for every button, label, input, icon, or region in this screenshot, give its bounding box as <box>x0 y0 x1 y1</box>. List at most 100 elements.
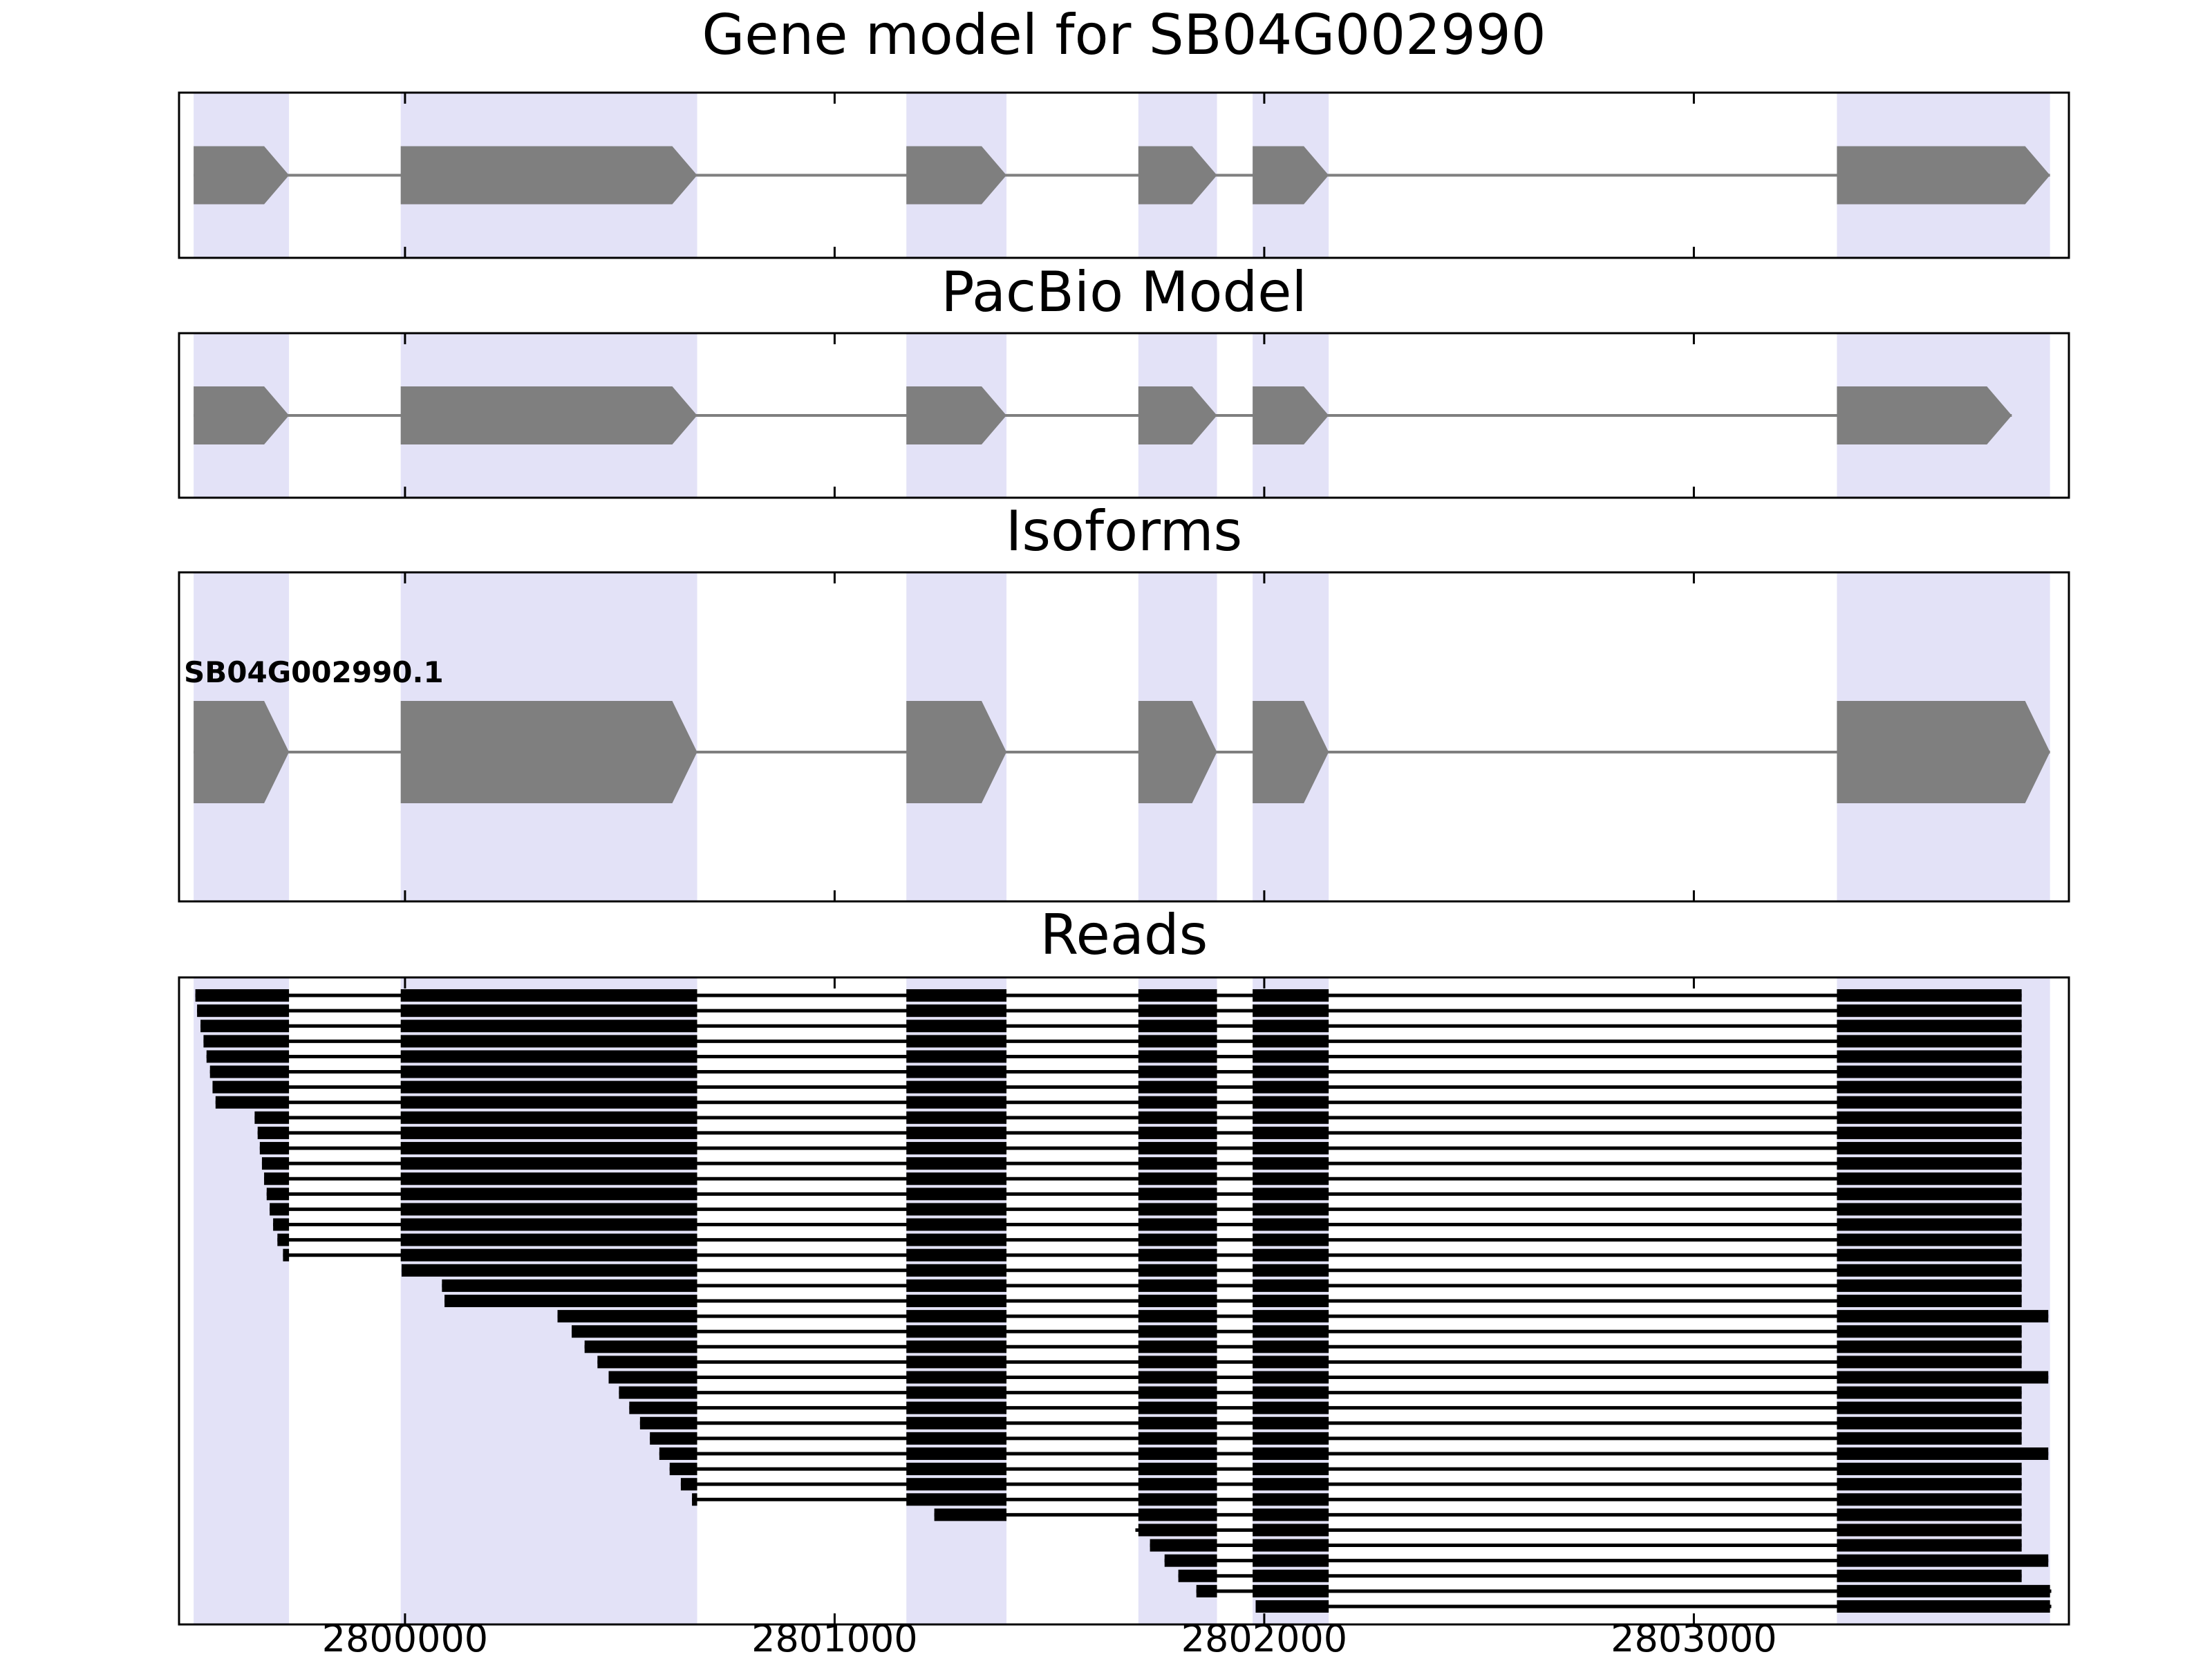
read-exon-segment <box>669 1463 697 1476</box>
read-exon-segment <box>1253 1096 1329 1109</box>
read-exon-segment <box>906 1035 1007 1048</box>
read-exon-segment <box>557 1310 697 1323</box>
read-exon-segment <box>1138 1310 1217 1323</box>
read-exon-segment <box>1253 1126 1329 1139</box>
read-exon-segment <box>1164 1554 1217 1567</box>
read-exon-segment <box>1138 1524 1217 1537</box>
read-exon-segment <box>1138 1188 1217 1201</box>
read-exon-segment <box>906 1463 1007 1476</box>
read-exon-segment <box>1138 1035 1217 1048</box>
read-exon-segment <box>906 1493 1007 1506</box>
exon-arrow <box>400 386 697 444</box>
panel-title-isoforms: Isoforms <box>1005 499 1243 563</box>
read-exon-segment <box>906 1432 1007 1445</box>
read-exon-segment <box>1138 1478 1217 1491</box>
exon-arrow <box>1837 386 2012 444</box>
read-exon-segment <box>1196 1584 1217 1597</box>
read-exon-segment <box>1253 1371 1329 1384</box>
read-exon-segment <box>906 1478 1007 1491</box>
read-exon-segment <box>1138 1279 1217 1292</box>
read-exon-segment <box>1138 1142 1217 1155</box>
read-exon-segment <box>906 1126 1007 1139</box>
read-exon-segment <box>906 1386 1007 1399</box>
read-exon-segment <box>1138 1096 1217 1109</box>
read-exon-segment <box>1253 1416 1329 1430</box>
read-exon-segment <box>1253 1279 1329 1292</box>
read-exon-segment <box>1837 1493 2022 1506</box>
read-exon-segment <box>1138 1203 1217 1216</box>
read-exon-segment <box>680 1478 697 1491</box>
read-exon-segment <box>1837 1295 2022 1307</box>
read-exon-segment <box>1138 1065 1217 1078</box>
read-exon-segment <box>1253 1264 1329 1277</box>
read-exon-segment <box>906 1157 1007 1170</box>
read-exon-segment <box>400 1004 697 1018</box>
exon-arrow <box>400 701 697 803</box>
read-exon-segment <box>1138 989 1217 1002</box>
exon-arrow <box>400 146 697 205</box>
read-exon-segment <box>1253 1447 1329 1460</box>
read-exon-segment <box>1253 1401 1329 1414</box>
read-exon-segment <box>197 1004 290 1018</box>
x-tick-label: 2801000 <box>751 1617 918 1659</box>
read-exon-segment <box>906 1172 1007 1185</box>
read-exon-segment <box>1253 1218 1329 1231</box>
read-exon-segment <box>1837 1508 2022 1521</box>
read-exon-segment <box>1138 1264 1217 1277</box>
x-tick-label: 2802000 <box>1181 1617 1348 1659</box>
read-exon-segment <box>1253 1248 1329 1262</box>
read-exon-segment <box>261 1157 290 1170</box>
read-exon-segment <box>1837 1080 2022 1094</box>
exon-arrow <box>1138 701 1217 803</box>
read-exon-segment <box>1837 1401 2022 1414</box>
read-exon-segment <box>1253 1493 1329 1506</box>
read-exon-segment <box>1138 1004 1217 1018</box>
read-exon-segment <box>1837 1157 2022 1170</box>
read-exon-segment <box>1837 1233 2022 1246</box>
read-exon-segment <box>206 1050 290 1063</box>
read-exon-segment <box>1150 1539 1217 1552</box>
read-exon-segment <box>1253 1524 1329 1537</box>
read-exon-segment <box>1837 1325 2022 1338</box>
read-exon-segment <box>1837 1340 2022 1353</box>
read-exon-segment <box>1837 1478 2022 1491</box>
read-exon-segment <box>1837 1569 2022 1582</box>
read-exon-segment <box>400 1248 697 1262</box>
read-exon-segment <box>400 1157 697 1170</box>
read-exon-segment <box>906 1065 1007 1078</box>
read-exon-segment <box>1837 1416 2022 1430</box>
read-exon-segment <box>1138 1080 1217 1094</box>
read-exon-segment <box>1253 1356 1329 1369</box>
x-tick-label: 2800000 <box>321 1617 489 1659</box>
read-exon-segment <box>906 1371 1007 1384</box>
exon-arrow <box>906 701 1007 803</box>
read-exon-segment <box>1253 1463 1329 1476</box>
read-exon-segment <box>400 1065 697 1078</box>
read-exon-segment <box>200 1020 290 1033</box>
read-exon-segment <box>209 1065 290 1078</box>
read-exon-segment <box>195 989 290 1002</box>
read-exon-segment <box>1253 1142 1329 1155</box>
read-exon-segment <box>1253 1295 1329 1307</box>
read-exon-segment <box>1138 1233 1217 1246</box>
read-exon-segment <box>273 1218 290 1231</box>
read-exon-segment <box>1138 1371 1217 1384</box>
read-exon-segment <box>1837 1172 2022 1185</box>
exon-arrow <box>194 386 290 444</box>
read-exon-segment <box>1138 1157 1217 1170</box>
read-exon-segment <box>1837 1020 2022 1033</box>
read-exon-segment <box>906 1264 1007 1277</box>
read-exon-segment <box>906 1111 1007 1124</box>
read-exon-segment <box>1837 1279 2022 1292</box>
read-exon-segment <box>1837 1126 2022 1139</box>
read-exon-segment <box>1138 1356 1217 1369</box>
read-exon-segment <box>934 1508 1007 1521</box>
read-exon-segment <box>254 1111 290 1124</box>
read-exon-segment <box>1138 1340 1217 1353</box>
read-exon-segment <box>906 1142 1007 1155</box>
read-exon-segment <box>277 1233 290 1246</box>
read-exon-segment <box>1837 1248 2022 1262</box>
read-exon-segment <box>1253 1050 1329 1063</box>
read-exon-segment <box>572 1325 697 1338</box>
